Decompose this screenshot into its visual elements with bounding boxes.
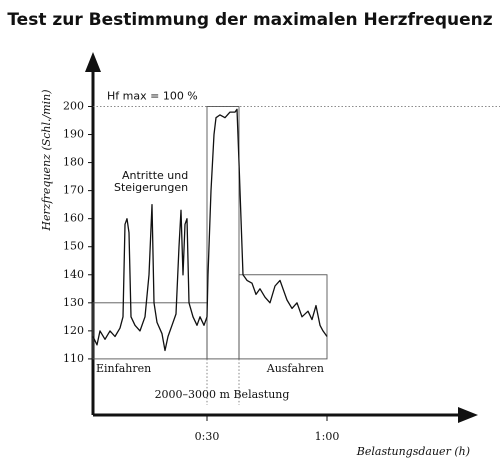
x-tick-label: 0:30 [195,430,220,443]
x-axis-arrow [458,407,478,423]
annotation: Steigerungen [114,181,188,194]
reference-label: Hf max = 100 % [107,89,198,102]
y-tick-label: 110 [63,352,84,365]
annotation: Antritte und [122,169,188,182]
annotation: 2000–3000 m Belastung [155,388,290,401]
y-axis-arrow [85,52,101,72]
y-tick-label: 160 [63,212,84,225]
x-tick-label: 1:00 [315,430,340,443]
y-tick-label: 140 [63,268,84,281]
line-series [92,108,328,352]
zone [238,274,328,360]
zone-label: Ausfahren [266,362,324,375]
zone-label: Einfahren [96,362,151,375]
y-tick-label: 130 [63,296,84,309]
chart-title: Test zur Bestimmung der maximalen Herzfr… [7,10,492,30]
y-tick-label: 190 [63,128,84,141]
y-axis-label: Herzfrequenz (Schl./min) [40,89,53,231]
zone [206,106,240,360]
y-tick-label: 200 [63,99,84,112]
y-tick-label: 120 [63,324,84,337]
y-tick-label: 150 [63,240,84,253]
x-axis-label: Belastungsdauer (h) [356,445,470,458]
y-tick-label: 180 [63,156,84,169]
y-tick-label: 170 [63,184,84,197]
